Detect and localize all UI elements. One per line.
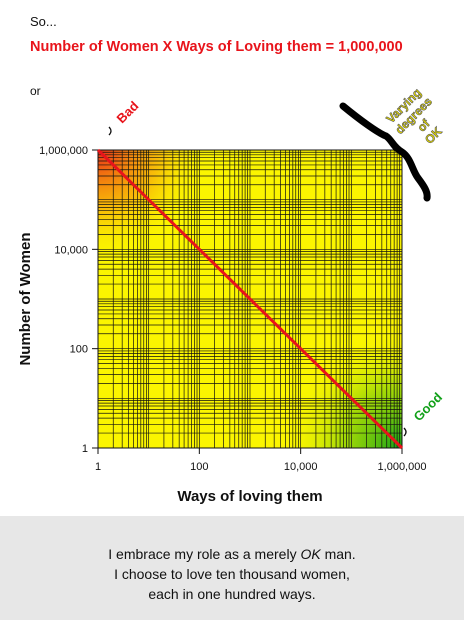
footer-line-1: I embrace my role as a merely OK man. <box>108 546 356 562</box>
good-label: Good <box>411 389 446 424</box>
x-tick-label: 100 <box>190 461 208 473</box>
bad-label: Bad <box>114 98 142 126</box>
y-tick-label: 1,000,000 <box>39 145 88 157</box>
varying-brace <box>339 102 431 202</box>
y-tick-label: 1 <box>82 443 88 455</box>
footer-line-2: I choose to love ten thousand women, <box>114 566 350 582</box>
x-axis-ticks: 1 100 10,000 1,000,000 <box>95 448 427 473</box>
y-axis-label: Number of Women <box>17 232 34 365</box>
bad-bracket <box>108 126 112 136</box>
log-log-chart: 1 100 10,000 1,000,000 110010,0001,000,000 … <box>17 85 446 505</box>
footer-line-3: each in one hundred ways. <box>148 586 316 602</box>
x-tick-label: 10,000 <box>284 461 318 473</box>
plot-frame <box>97 149 403 449</box>
y-axis-ticks: 1 100 10,000 1,000,000 <box>39 145 98 455</box>
x-tick-label: 1 <box>95 461 101 473</box>
product-constant-line <box>96 148 404 450</box>
y-tick-label: 10,000 <box>54 244 88 256</box>
equation-heading: Number of Women X Ways of Loving them = … <box>30 39 403 55</box>
footer-text: I embrace my role as a merely OK man. I … <box>0 544 464 604</box>
footer-panel: I embrace my role as a merely OK man. I … <box>0 516 464 620</box>
footer-emphasis: OK <box>300 546 321 562</box>
or-text: or <box>30 84 41 98</box>
intro-text: So... <box>30 14 57 29</box>
x-tick-label: 1,000,000 <box>378 461 427 473</box>
y-tick-label: 100 <box>70 344 88 356</box>
x-axis-label: Ways of loving them <box>177 488 322 505</box>
good-bracket <box>403 427 407 437</box>
